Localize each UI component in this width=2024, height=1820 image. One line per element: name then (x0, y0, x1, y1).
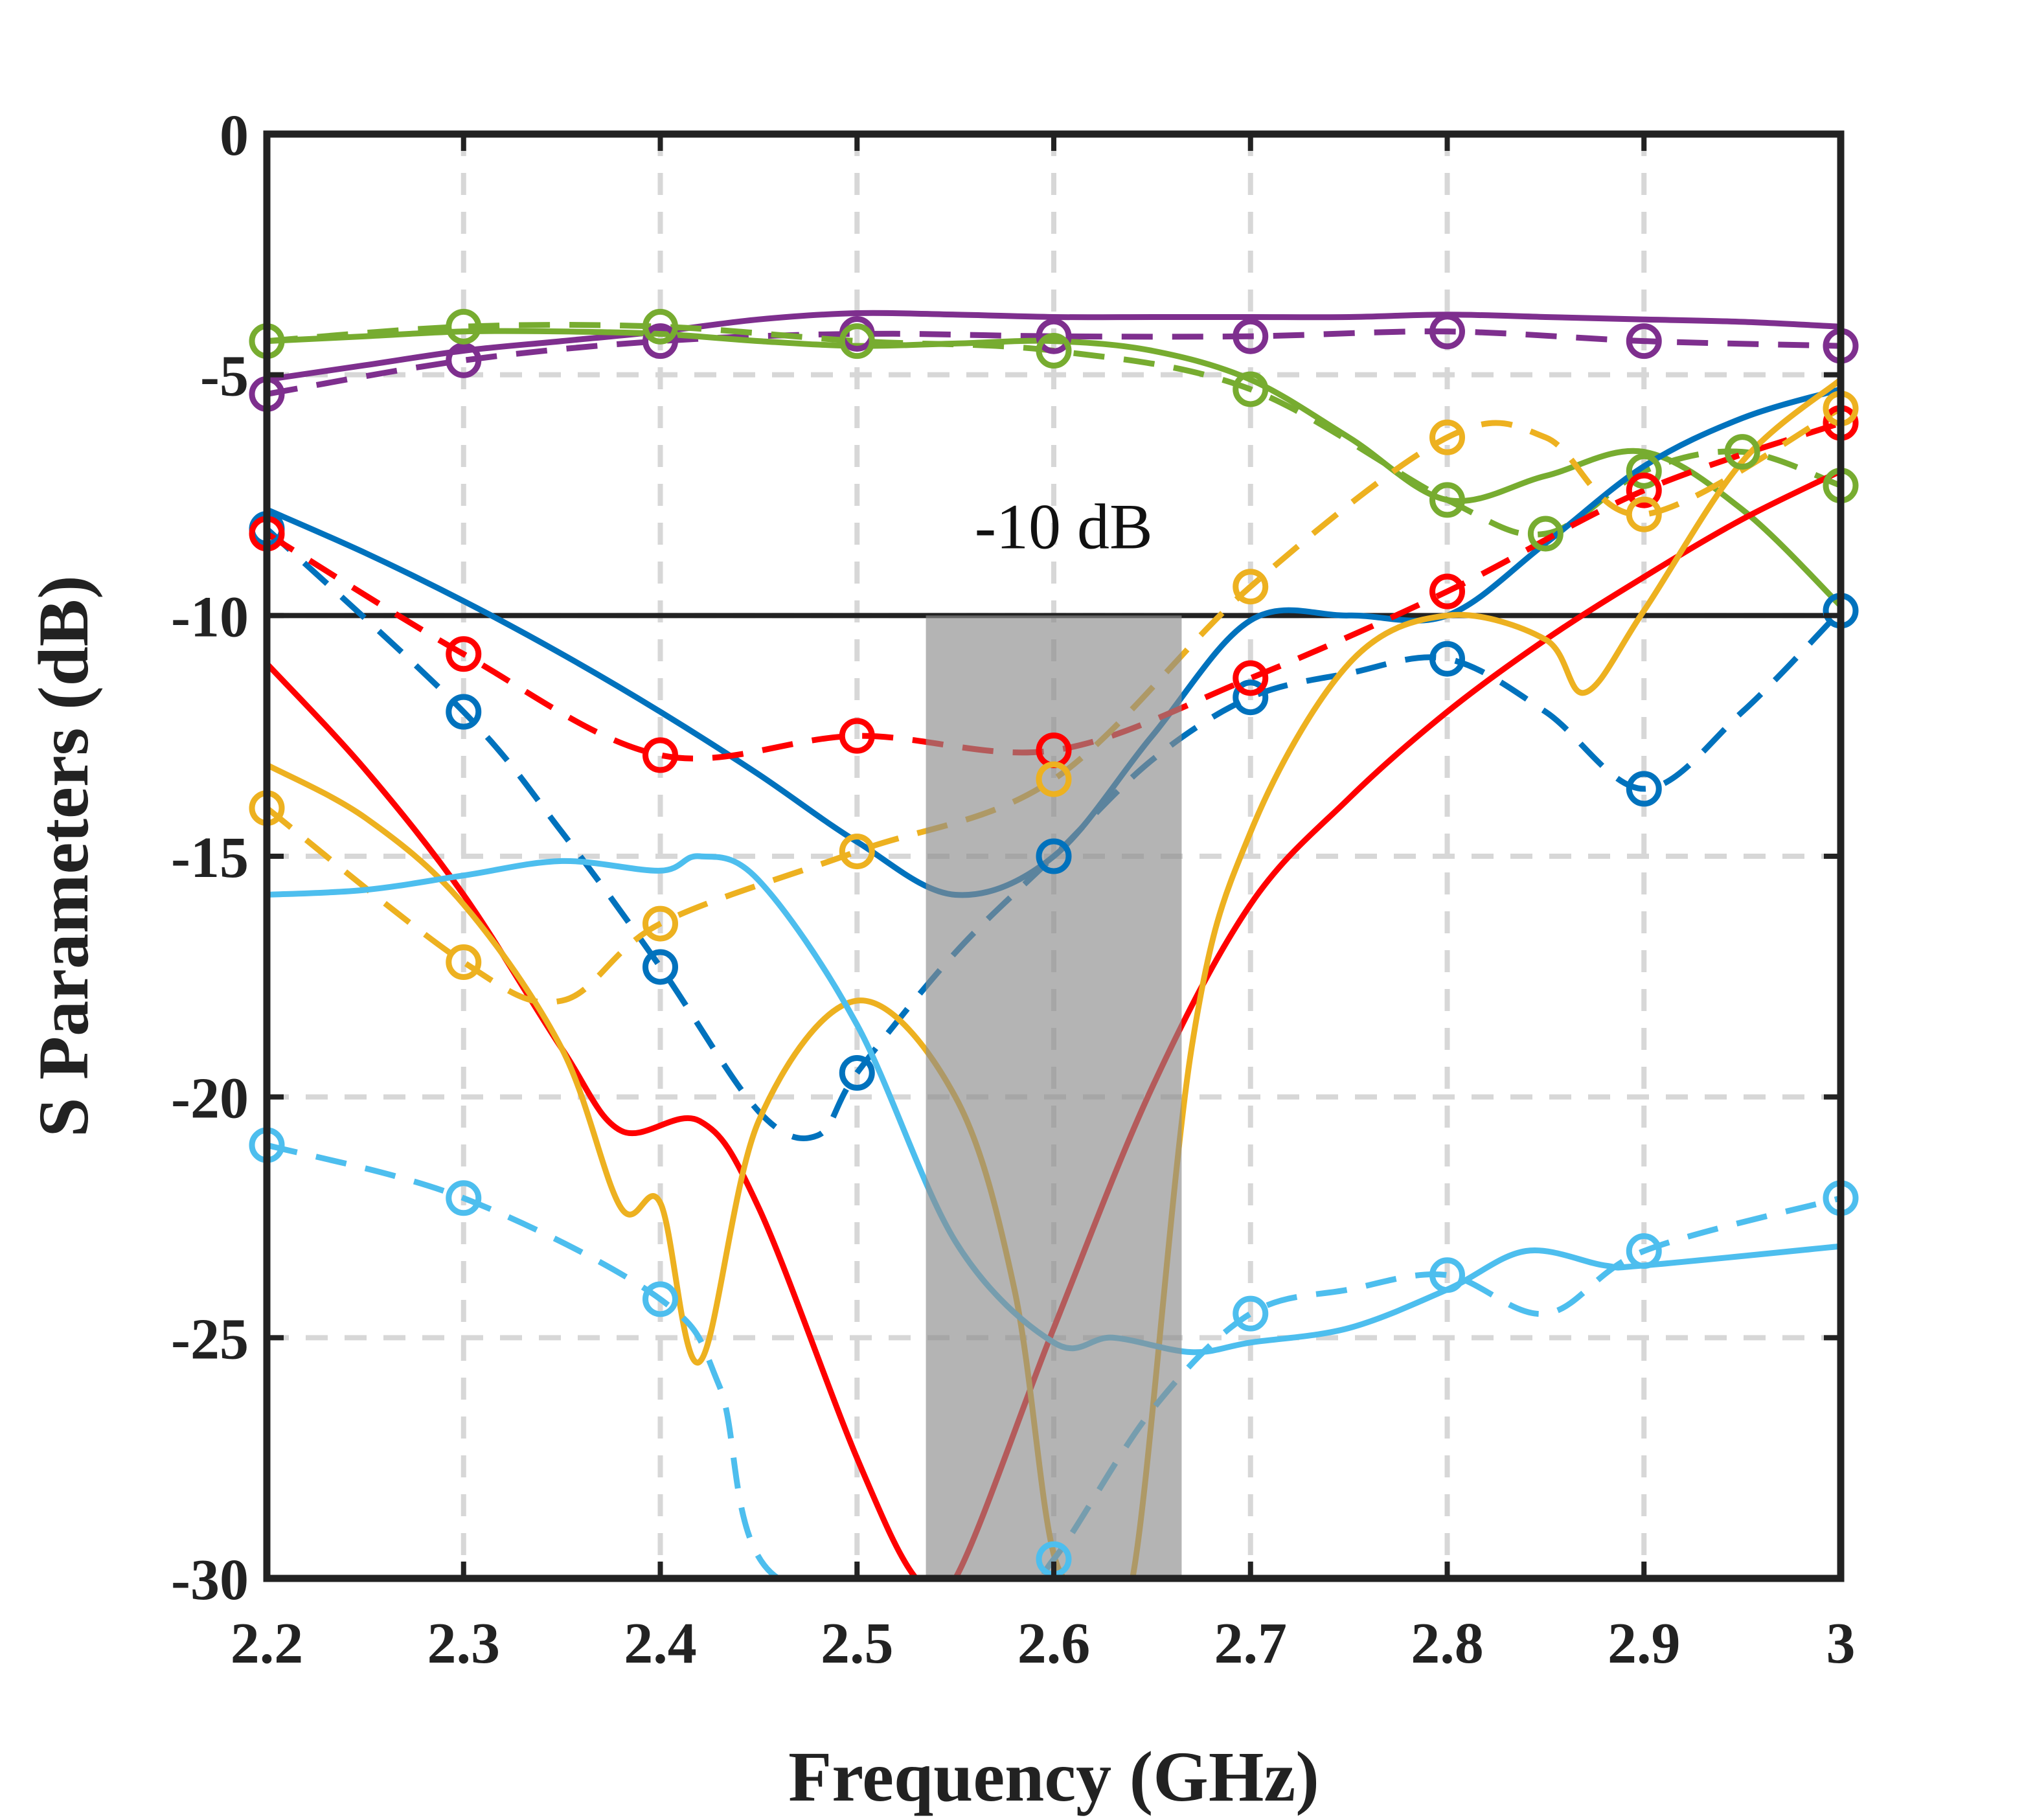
x-tick-label: 2.9 (1608, 1611, 1681, 1676)
x-tick-label: 2.8 (1411, 1611, 1484, 1676)
marker-blue-dashed (1233, 679, 1269, 716)
series-red-dashed (267, 420, 1841, 762)
marker-cyan-dashed (446, 1180, 482, 1216)
marker-green-dashed (642, 308, 678, 345)
marker-green-dashed (1724, 434, 1760, 470)
marker-purple-dashed (1626, 323, 1662, 359)
y-tick-label: -5 (200, 345, 249, 409)
marker-red-dashed (839, 718, 875, 754)
marker-yellow-dashed (1429, 419, 1465, 455)
marker-yellow-dashed (1626, 496, 1662, 532)
marker-yellow-dashed (1233, 569, 1269, 605)
x-tick-label: 2.4 (624, 1611, 697, 1676)
marker-blue-dashed (1036, 838, 1072, 874)
series-purple-dashed (267, 328, 1841, 397)
marker-blue-dashed (839, 1055, 875, 1091)
marker-red-dashed (1233, 660, 1269, 696)
marker-green-dashed (1527, 516, 1563, 552)
marker-purple-dashed (1233, 318, 1269, 354)
marker-yellow-dashed (446, 944, 482, 981)
marker-cyan-dashed (1233, 1295, 1269, 1332)
marker-red-dashed (446, 636, 482, 672)
marker-yellow-dashed (642, 905, 678, 942)
ticks (264, 131, 1843, 1581)
marker-green-dashed (1036, 333, 1072, 369)
marker-purple-dashed (446, 342, 482, 378)
y-tick-label: 0 (220, 104, 249, 168)
marker-blue-dashed (1626, 771, 1662, 807)
marker-yellow-dashed (839, 834, 875, 870)
x-tick-label: 2.7 (1214, 1611, 1288, 1676)
marker-green-dashed (1429, 482, 1465, 518)
x-tick-label: 2.6 (1018, 1611, 1091, 1676)
marker-green-dashed (446, 308, 482, 345)
marker-cyan-dashed (642, 1281, 678, 1317)
marker-purple-dashed (1429, 313, 1465, 350)
x-tick-label: 2.5 (821, 1611, 894, 1676)
y-tick-label: -10 (171, 585, 249, 649)
marker-cyan-dashed (1429, 1257, 1465, 1293)
reference-line-label: -10 dB (975, 490, 1153, 562)
marker-blue-dashed (446, 694, 482, 730)
marker-purple-dashed (642, 323, 678, 359)
highlight-band (926, 615, 1182, 1578)
y-tick-label: -20 (171, 1067, 249, 1131)
y-tick-label: -30 (171, 1548, 249, 1612)
marker-yellow-dashed (1036, 761, 1072, 797)
marker-blue-dashed (1429, 641, 1465, 677)
y-tick-label: -25 (171, 1307, 249, 1371)
tick-labels: 2.2 2.3 2.4 2.5 2.6 2.7 2.8 2.9 3 0 -5 -10 -15 -20 -25… (171, 104, 1855, 1676)
x-tick-label: 2.3 (427, 1611, 501, 1676)
series-purple-solid (267, 310, 1841, 383)
marker-red-dashed (1429, 573, 1465, 609)
marker-green-dashed (1233, 371, 1269, 407)
marker-red-dashed (642, 737, 678, 773)
marker-red-dashed (1626, 472, 1662, 508)
series-green-dashed (267, 322, 1841, 538)
marker-blue-dashed (642, 949, 678, 985)
marker-green-dashed (1626, 453, 1662, 489)
y-axis-title: S Parameters (dB) (24, 575, 103, 1137)
x-axis-title: Frequency (GHz) (788, 1737, 1319, 1816)
y-tick-label: -15 (171, 826, 249, 890)
x-tick-label: 3 (1826, 1611, 1856, 1676)
marker-cyan-dashed (1626, 1233, 1662, 1269)
marker-purple-dashed (1036, 318, 1072, 354)
x-tick-label: 2.2 (231, 1611, 304, 1676)
marker-green-dashed (839, 323, 875, 359)
